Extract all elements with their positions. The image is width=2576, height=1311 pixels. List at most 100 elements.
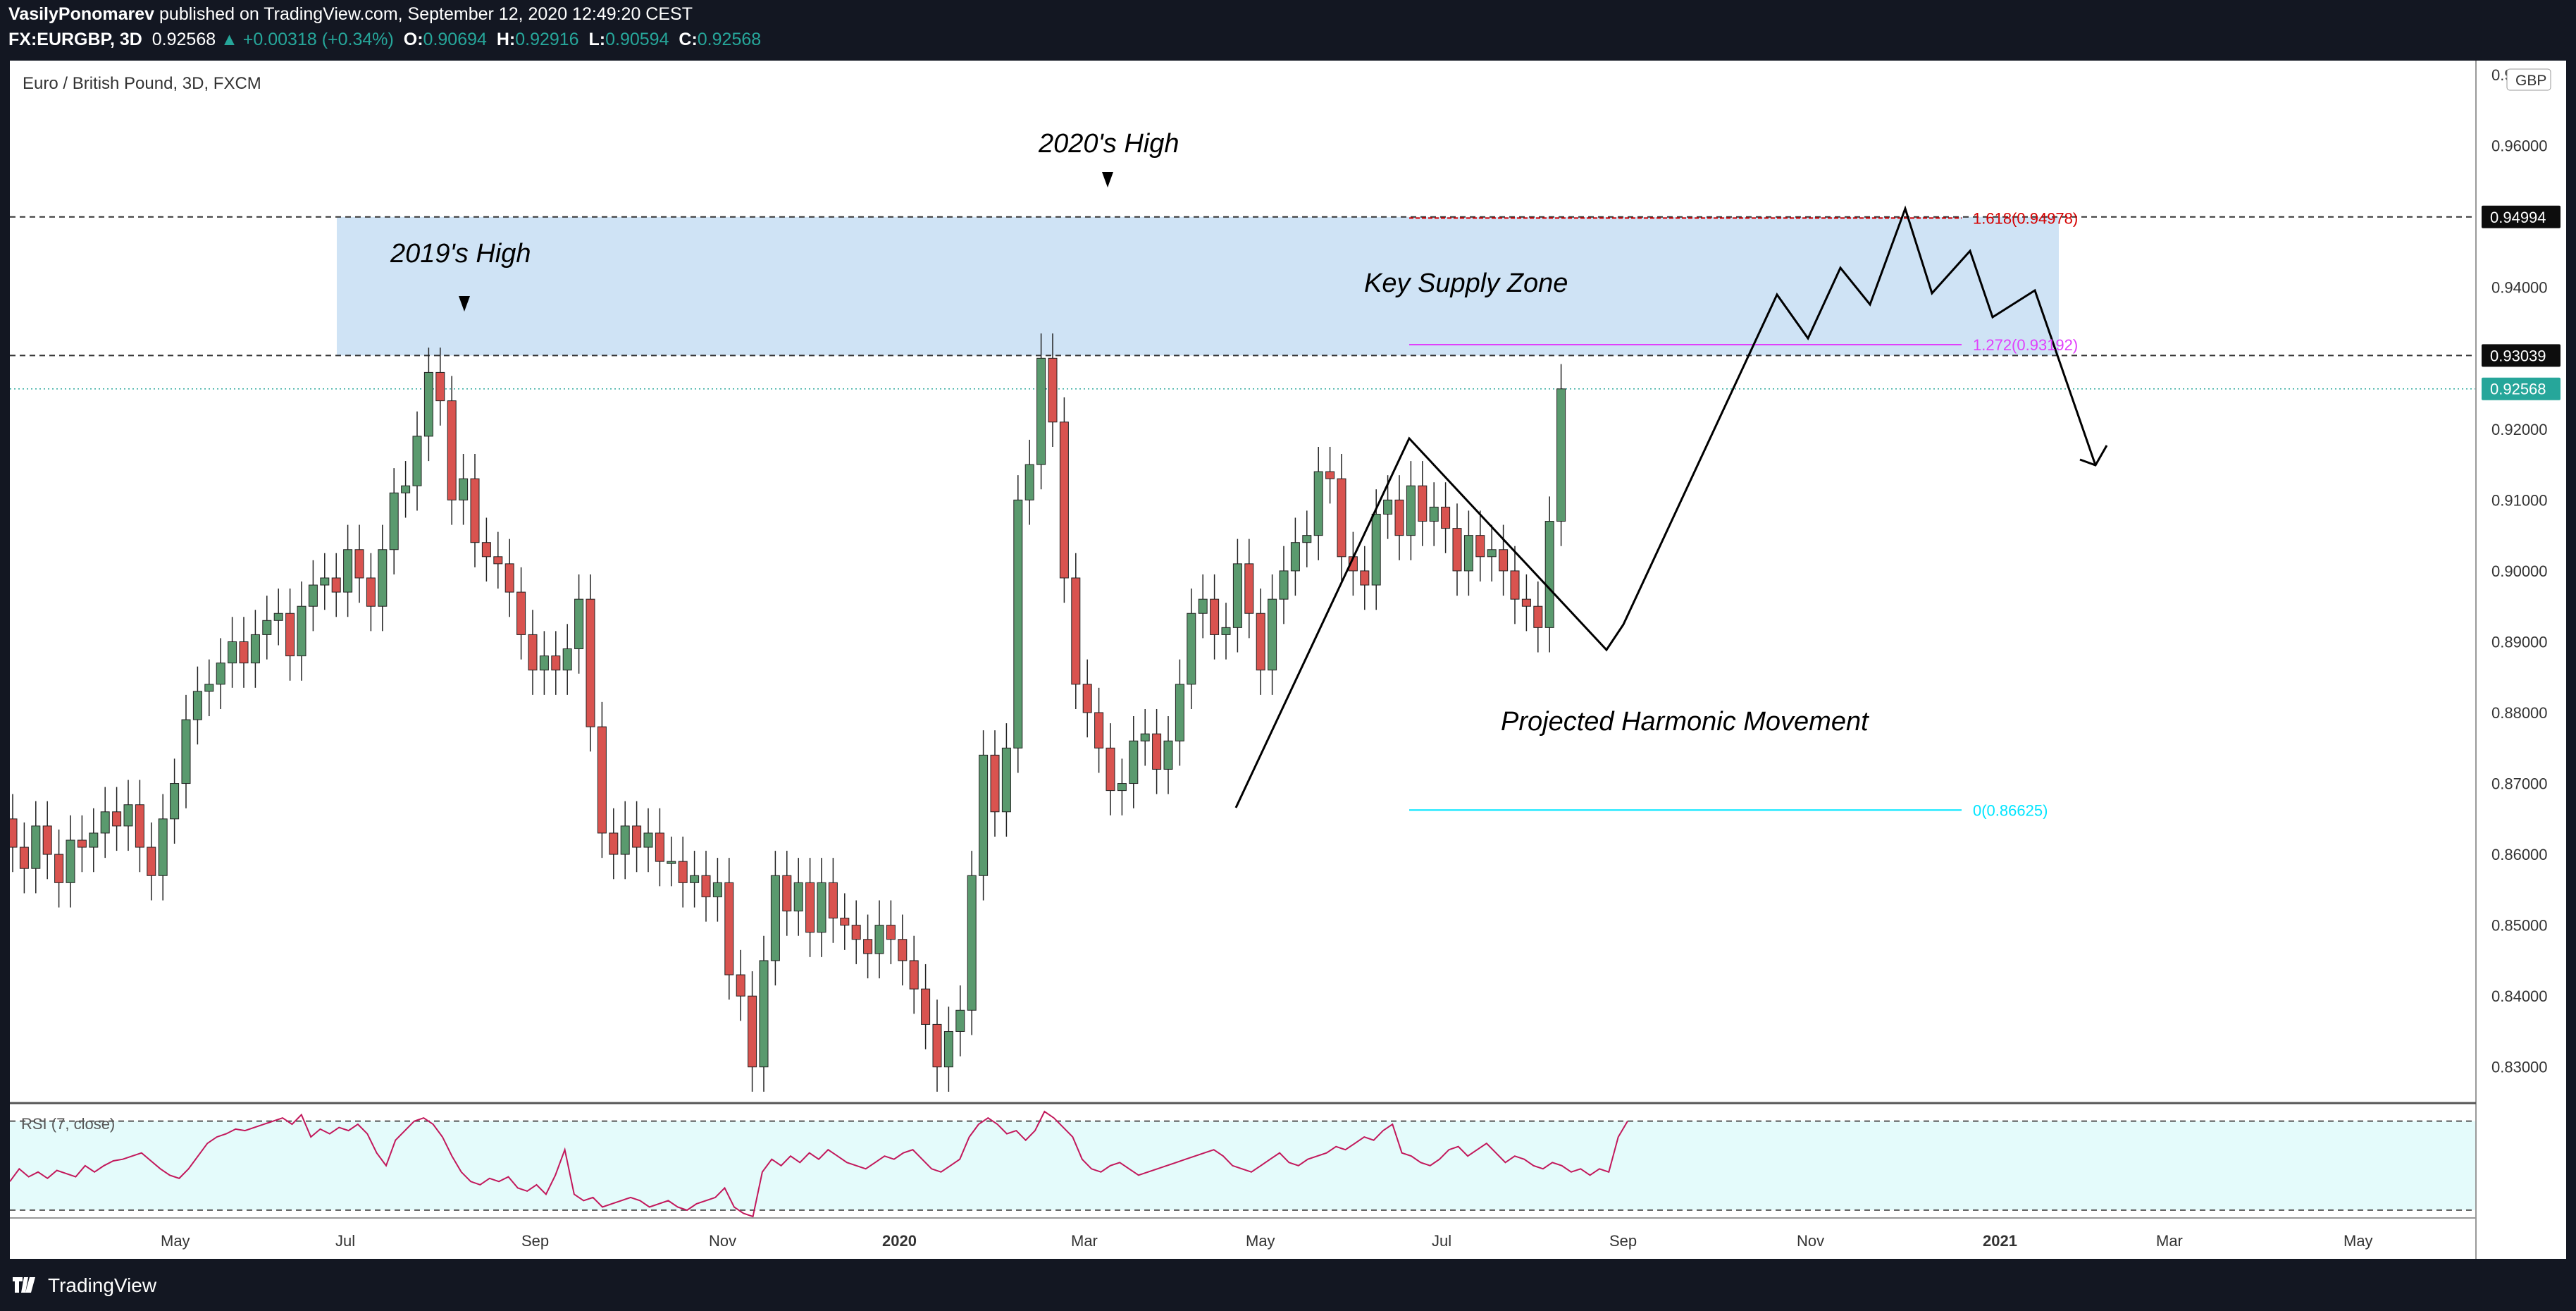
candle-body <box>459 478 469 500</box>
candle-body <box>1163 740 1173 770</box>
candle-body <box>1452 528 1462 572</box>
high-label: H: <box>496 30 516 49</box>
candle-body <box>297 605 306 657</box>
candle-body <box>262 620 272 635</box>
candle-body <box>19 847 29 869</box>
candle-body <box>1140 733 1150 741</box>
price-tag-0 <box>2482 205 2560 228</box>
candle-body <box>1325 471 1335 479</box>
candle-body <box>1418 485 1428 522</box>
candle-body <box>412 436 422 486</box>
y-tick-label: 0.96000 <box>2491 137 2548 155</box>
tradingview-logo-icon <box>13 1277 35 1293</box>
chart-area[interactable]: RSI (7, close)80.0040.00 0.970000.960000… <box>10 61 2566 1259</box>
candle-body <box>712 882 722 897</box>
candle-body <box>805 882 815 933</box>
candle-body <box>620 825 630 855</box>
candle-body <box>1360 570 1370 586</box>
candle-body <box>1302 535 1312 543</box>
candle-body <box>1556 388 1566 522</box>
candle-body <box>273 613 283 621</box>
candle-body <box>1313 471 1323 536</box>
candle-body <box>401 485 411 493</box>
candle-body <box>100 811 110 834</box>
y-tick-label: 0.87000 <box>2491 775 2548 793</box>
brand-name[interactable]: TradingView <box>48 1274 157 1296</box>
candle-body <box>678 861 688 883</box>
candle-body <box>586 598 595 727</box>
candle-body <box>759 960 769 1068</box>
rsi-band <box>10 1121 2476 1210</box>
projected-path-line <box>1234 205 2097 808</box>
annotation-0: 2019's High <box>390 239 531 269</box>
candle-body <box>898 939 908 961</box>
candle-body <box>239 641 249 664</box>
candle-body <box>1175 684 1184 741</box>
y-tick-label: 0.88000 <box>2491 704 2548 722</box>
x-tick-label: May <box>1246 1232 1275 1250</box>
candle-body <box>1429 506 1439 522</box>
candle-body <box>1071 577 1081 685</box>
candle-body <box>204 684 214 692</box>
candle-body <box>1337 478 1346 558</box>
candle-body <box>967 875 977 1011</box>
candle-body <box>909 960 919 990</box>
high-value: 0.92916 <box>515 30 579 49</box>
price-chart-svg[interactable]: RSI (7, close)80.0040.00 0.970000.960000… <box>10 61 2566 1259</box>
currency-badge[interactable] <box>2506 68 2551 91</box>
candle-body <box>539 656 549 671</box>
author-name[interactable]: VasilyPonomarev <box>8 4 155 24</box>
candle-body <box>817 882 826 933</box>
candle-body <box>123 804 133 827</box>
candle-body <box>481 542 491 558</box>
price-tag-text-0: 0.94994 <box>2490 209 2546 226</box>
header-bar: VasilyPonomarev published on TradingView… <box>0 0 2576 61</box>
candle-body <box>1048 357 1058 423</box>
up-triangle-icon: ▲ <box>221 30 238 49</box>
candle-body <box>632 825 642 848</box>
y-tick-label: 0.94000 <box>2491 279 2548 297</box>
candle-body <box>147 847 156 876</box>
fib-label-0: 1.618(0.94978) <box>1973 209 2078 227</box>
candle-body <box>932 1023 942 1068</box>
symbol-label: FX:EURGBP, 3D <box>8 30 142 49</box>
candle-body <box>770 875 780 961</box>
rsi-label: RSI (7, close) <box>21 1115 115 1133</box>
x-tick-label: May <box>2343 1232 2373 1250</box>
candle-body <box>366 577 376 607</box>
low-value: 0.90594 <box>605 30 669 49</box>
publisher-line: VasilyPonomarev published on TradingView… <box>8 4 693 25</box>
y-tick-label: 0.91000 <box>2491 491 2548 509</box>
candle-body <box>1059 421 1069 579</box>
annotation-1: 2020's High <box>1038 129 1179 159</box>
candle-body <box>990 754 1000 813</box>
y-tick-label: 0.90000 <box>2491 562 2548 580</box>
candle-body <box>943 1030 953 1068</box>
candle-body <box>516 591 526 635</box>
candle-body <box>1268 598 1277 671</box>
candle-body <box>736 974 745 997</box>
candle-body <box>343 549 353 593</box>
price-tag-1 <box>2482 344 2560 367</box>
candle-body <box>1487 549 1497 558</box>
y-tick-label: 0.89000 <box>2491 633 2548 651</box>
candle-body <box>724 882 734 975</box>
x-tick-label: Sep <box>1609 1232 1637 1250</box>
candle-body <box>1036 357 1046 465</box>
price-axis[interactable] <box>2476 61 2566 1259</box>
candle-body <box>354 549 364 579</box>
candle-body <box>840 918 850 926</box>
candle-body <box>1441 506 1451 529</box>
candle-body <box>609 832 619 855</box>
candle-body <box>228 641 237 664</box>
candle-body <box>423 371 433 437</box>
candle-body <box>921 988 931 1025</box>
candle-body <box>66 839 75 883</box>
candle-body <box>54 854 64 883</box>
rsi-line <box>10 1110 1628 1218</box>
x-tick-label: Jul <box>1432 1232 1451 1250</box>
y-tick-label: 0.86000 <box>2491 846 2548 863</box>
candle-body <box>493 556 503 565</box>
candle-body <box>10 818 18 848</box>
candle-body <box>643 832 653 848</box>
